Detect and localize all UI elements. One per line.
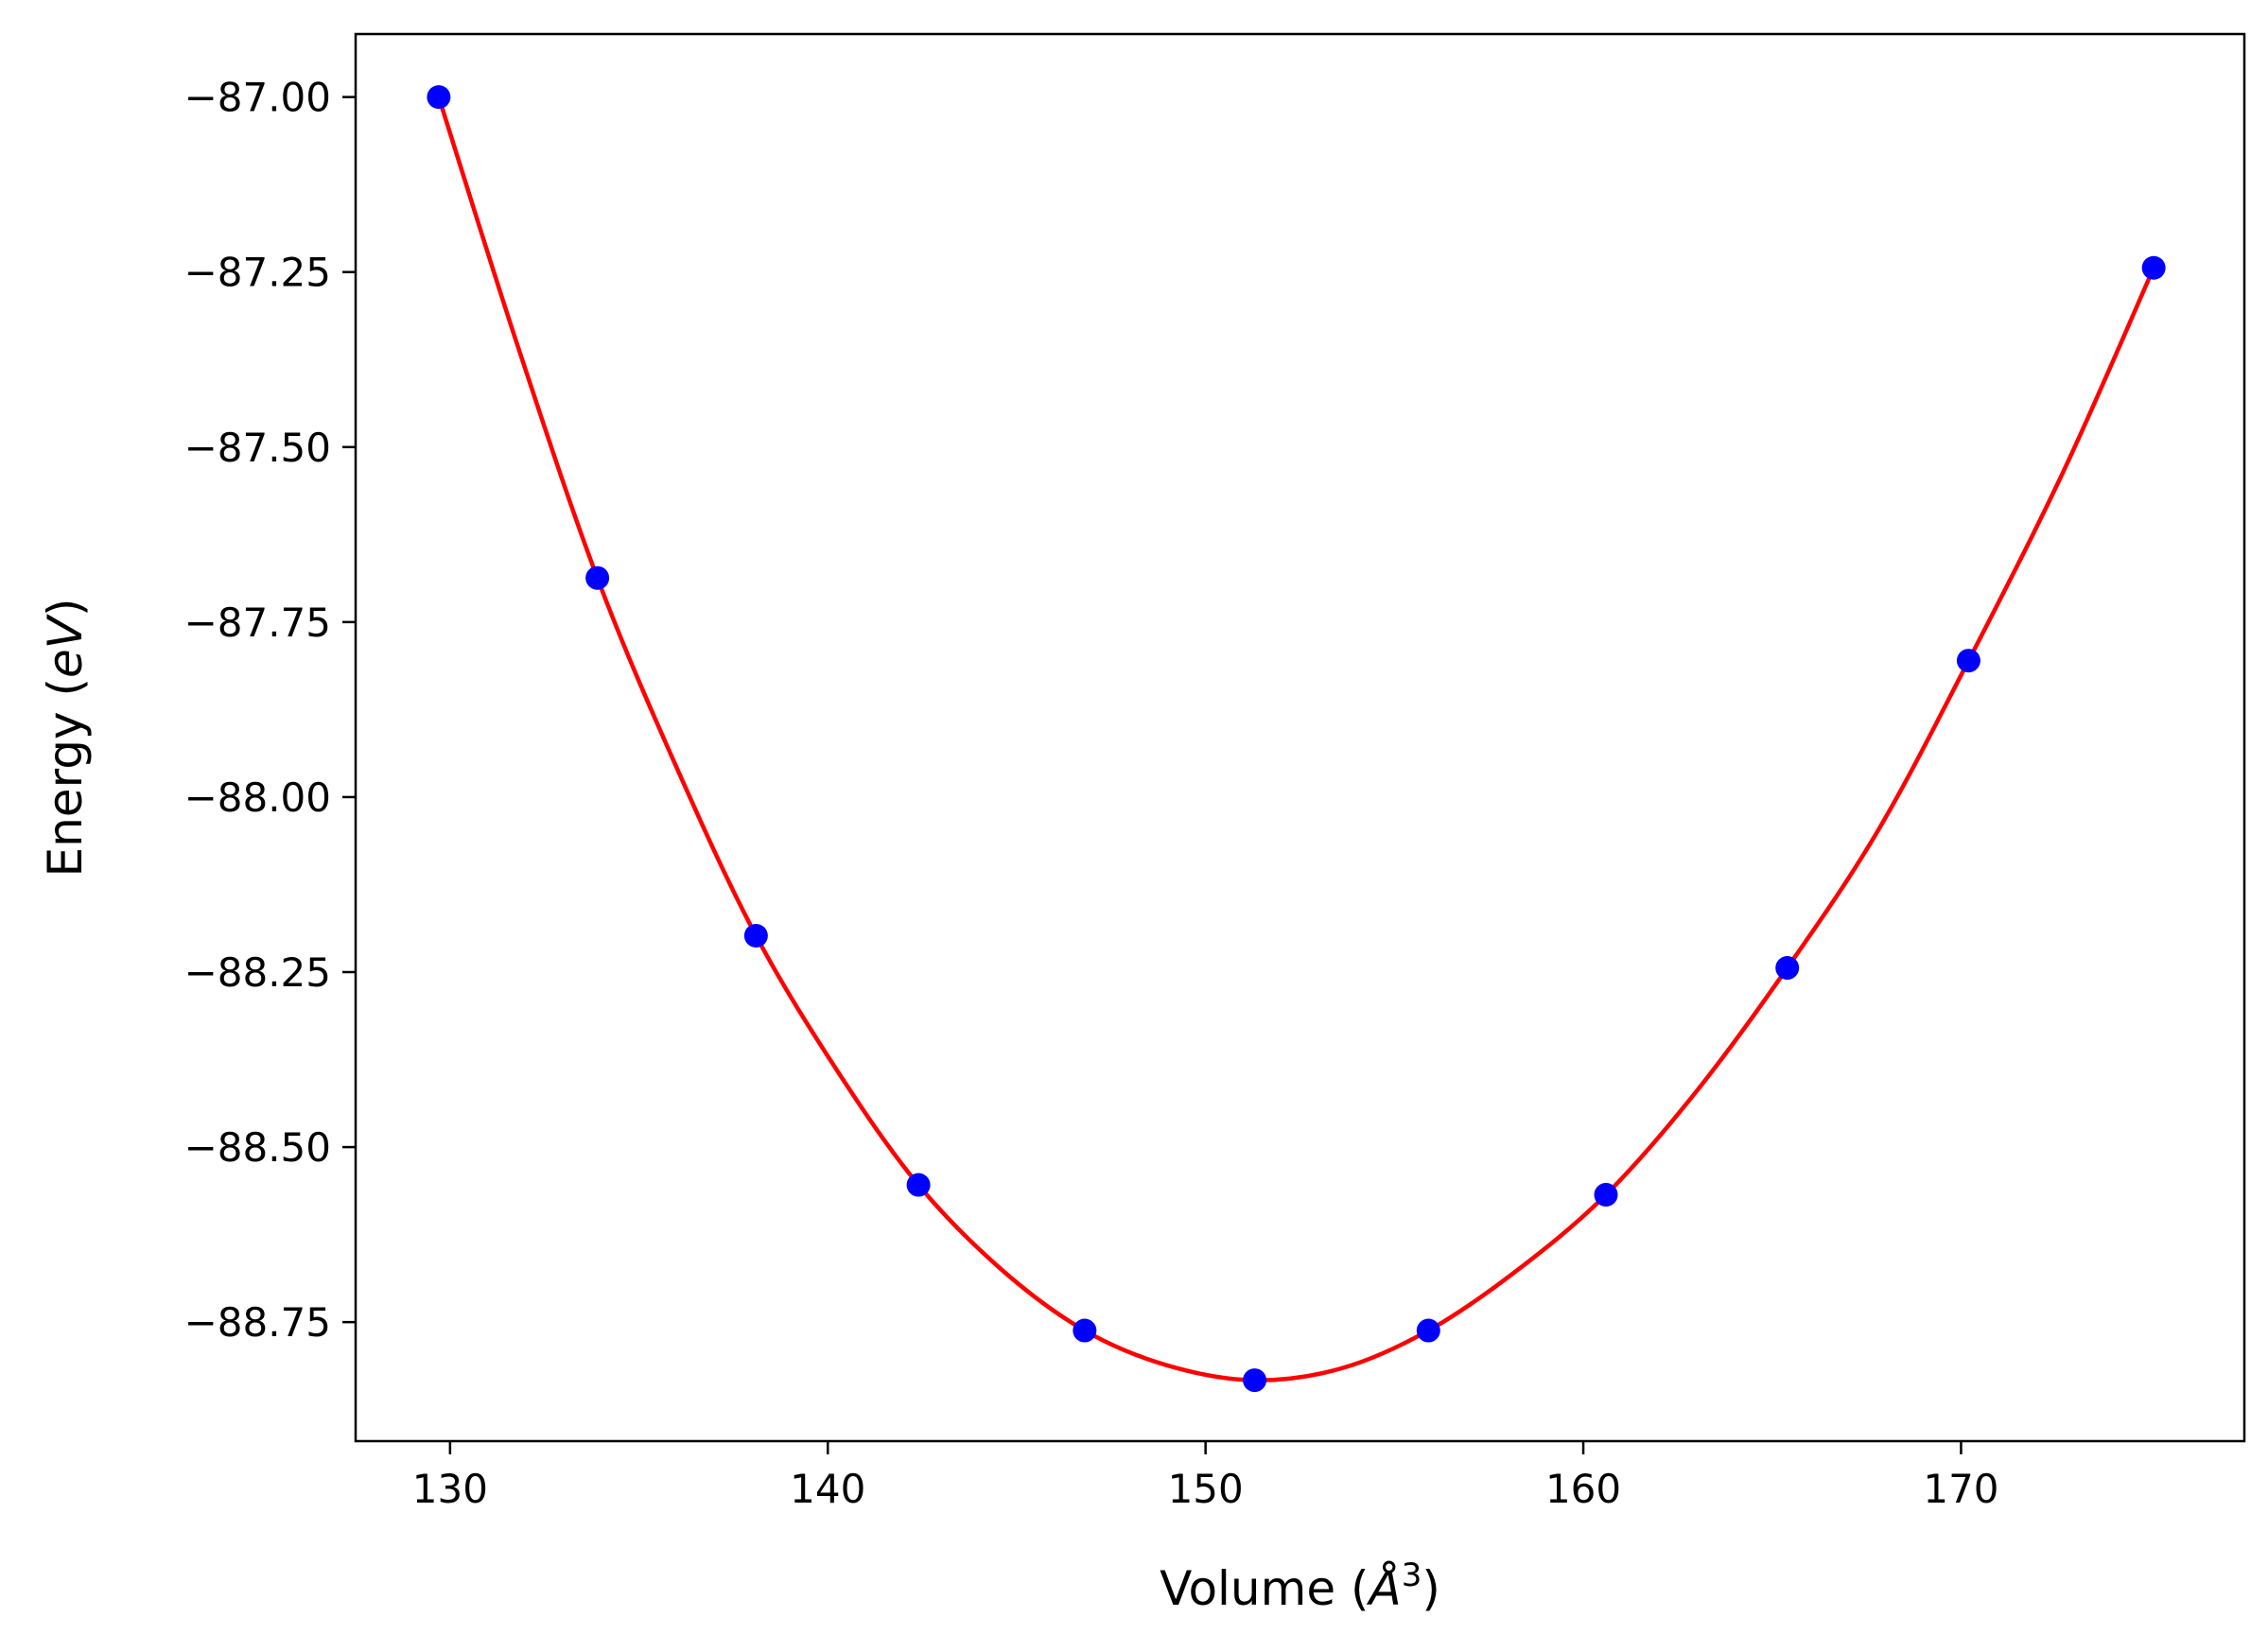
y-tick-label: −87.00 [184,75,331,121]
data-point [2141,255,2166,280]
data-point [1594,1182,1618,1207]
data-point [585,565,610,590]
y-tick-label: −88.75 [184,1299,331,1346]
y-axis-label: Energy (eV) [38,599,93,878]
data-point [1956,649,1980,673]
data-point [743,924,768,948]
x-tick-label: 170 [1923,1466,1998,1512]
x-tick-label: 140 [790,1466,865,1512]
data-point [1243,1368,1267,1393]
plot-area [356,34,2244,1441]
y-tick-label: −87.75 [184,600,331,646]
data-point [427,85,451,110]
x-tick-label: 130 [412,1466,488,1512]
y-tick-label: −88.25 [184,949,331,996]
axes-background [356,34,2244,1441]
series-layer [427,85,2166,1393]
x-axis-label: Volume (Å3) [1160,1556,1440,1616]
axes-frame [354,32,2246,1443]
ticks-layer: 130 140 150 160 170 −87.00 −87.25 −87.50 −87.75 −… [184,75,1999,1512]
x-tick-label: 150 [1168,1466,1244,1512]
y-tick-label: −87.50 [184,425,331,471]
data-point [1416,1318,1440,1343]
x-tick-label: 160 [1545,1466,1621,1512]
y-tick-label: −87.25 [184,250,331,296]
y-tick-label: −88.50 [184,1124,331,1171]
data-point [1073,1318,1097,1343]
data-point [1775,956,1800,981]
data-point [906,1173,931,1197]
y-tick-label: −88.00 [184,774,331,821]
